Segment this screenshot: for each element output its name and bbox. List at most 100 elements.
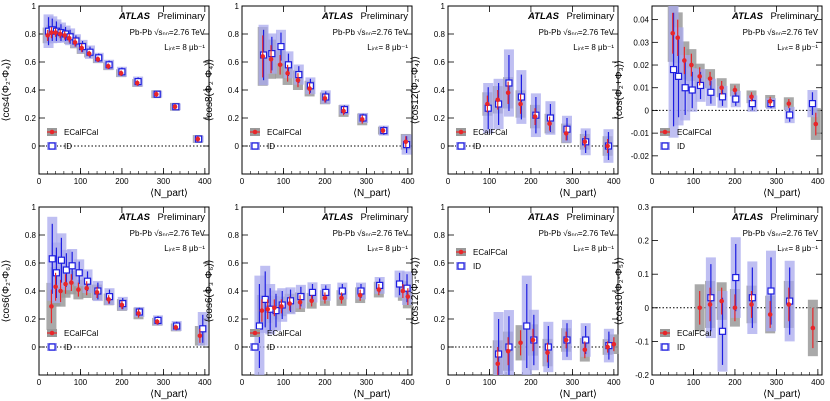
x-tick-label: 200	[728, 177, 742, 186]
ecal-point	[707, 302, 713, 307]
ecal-point	[136, 311, 141, 316]
id-point	[546, 114, 555, 122]
y-tick-label: 1	[235, 203, 240, 212]
y-tick-label: 0.6	[25, 58, 37, 67]
x-tick-label: 400	[607, 177, 621, 186]
ecal-point	[400, 288, 406, 294]
ecal-point	[195, 136, 201, 142]
atlas-label: ATLAS	[321, 11, 354, 22]
x-tick-label: 300	[360, 378, 374, 387]
ecal-point	[707, 76, 713, 81]
ecal-point	[767, 312, 773, 317]
ecal-point	[265, 306, 271, 312]
x-axis-title: ⟨N_part⟩	[763, 188, 801, 199]
ecal-point	[309, 298, 314, 304]
atlas-label: ATLAS	[321, 212, 354, 223]
ecal-point	[49, 30, 54, 35]
ecal-point	[307, 86, 312, 91]
lumi-label: Lᵢₙₜ= 8 μb⁻¹	[777, 244, 818, 253]
y-tick-label: 1	[441, 2, 446, 11]
ecal-point	[675, 35, 681, 41]
x-tick-label: 0	[240, 378, 245, 387]
y-tick-label: 0.8	[434, 30, 446, 39]
y-tick-label: 0.4	[434, 287, 446, 296]
id-point	[295, 70, 303, 79]
ecal-point	[297, 299, 303, 305]
ecal-point	[285, 70, 290, 76]
ecal-point	[380, 128, 386, 133]
ecal-point	[786, 302, 792, 307]
id-point	[505, 79, 513, 87]
legend-label: ECalFCal	[473, 248, 507, 257]
ecal-point	[53, 30, 58, 35]
ecal-point	[485, 101, 490, 107]
id-point	[808, 100, 817, 108]
legend-marker-ecal	[49, 330, 55, 336]
x-axis-title: ⟨N_part⟩	[150, 188, 188, 199]
legend-label: ID	[473, 262, 481, 271]
id-point	[748, 100, 756, 108]
ecal-point	[322, 96, 328, 101]
x-tick-label: 300	[770, 177, 784, 186]
legend-label: ID	[64, 142, 72, 151]
ecal-point	[106, 297, 111, 302]
id-point	[255, 322, 264, 330]
legend-label: ECalFCal	[677, 128, 711, 137]
ecal-point	[532, 114, 538, 119]
y-tick-label: 0.6	[25, 259, 37, 268]
ecal-point	[611, 341, 617, 347]
atlas-label: ATLAS	[731, 11, 764, 22]
legend-marker-id	[251, 343, 259, 351]
x-tick-label: 0	[650, 177, 655, 186]
ecal-point	[813, 121, 819, 127]
id-point	[696, 81, 705, 90]
x-tick-label: 400	[811, 177, 825, 186]
y-tick-label: 0.01	[633, 84, 649, 93]
id-point	[297, 293, 305, 301]
y-tick-label: 0	[32, 142, 37, 151]
ecal-point	[76, 287, 81, 292]
y-tick-label: 0.03	[633, 38, 649, 47]
y-tick-label: 0.8	[25, 30, 37, 39]
ecal-point	[403, 139, 409, 145]
id-point	[517, 93, 525, 101]
ecal-point	[272, 305, 277, 311]
ecal-point	[277, 62, 283, 68]
x-tick-label: 300	[566, 177, 580, 186]
x-tick-label: 300	[566, 378, 580, 387]
x-tick-label: 400	[401, 177, 415, 186]
ecal-point	[563, 337, 569, 343]
x-tick-label: 0	[650, 378, 655, 387]
x-tick-label: 400	[198, 177, 212, 186]
preliminary-label: Preliminary	[770, 212, 818, 223]
legend-marker-id	[457, 142, 465, 150]
y-tick-label: 0.04	[633, 16, 649, 25]
ecal-point	[749, 94, 754, 100]
y-tick-label: 0	[235, 142, 240, 151]
preliminary-label: Preliminary	[360, 212, 408, 223]
ecal-point	[719, 298, 724, 304]
ecal-point	[53, 284, 58, 290]
legend-label: ID	[473, 142, 481, 151]
legend-label: ID	[267, 343, 275, 352]
y-tick-label: 0	[235, 343, 240, 352]
y-axis-title: ⟨cos10(Φ₂-Φ₅)⟩	[614, 257, 625, 325]
x-tick-label: 400	[811, 378, 825, 387]
ecal-point	[84, 285, 89, 291]
y-tick-label: 0	[441, 343, 446, 352]
y-tick-label: 0.4	[228, 287, 240, 296]
x-tick-label: 300	[360, 177, 374, 186]
x-tick-label: 300	[770, 378, 784, 387]
legend-label: ID	[677, 343, 685, 352]
legend-label: ID	[267, 142, 275, 151]
x-tick-label: 100	[277, 378, 291, 387]
y-tick-label: 0.2	[434, 114, 446, 123]
ecal-point	[154, 91, 159, 97]
y-tick-label: 0.3	[638, 203, 650, 212]
x-axis-title: ⟨N_part⟩	[353, 389, 391, 400]
x-tick-label: 0	[446, 177, 451, 186]
y-tick-label: 1	[441, 203, 446, 212]
ecal-point	[63, 281, 68, 287]
atlas-label: ATLAS	[527, 212, 560, 223]
y-tick-label: 0.2	[434, 315, 446, 324]
